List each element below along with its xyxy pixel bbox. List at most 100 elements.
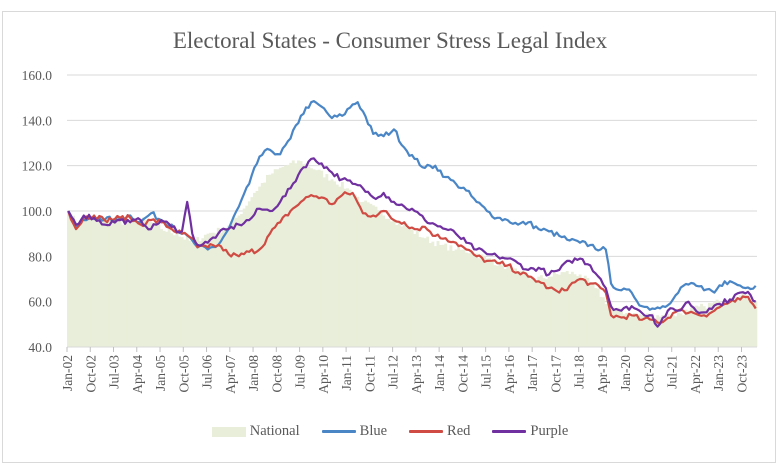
- national-bar: [472, 254, 476, 347]
- national-bar: [643, 315, 647, 347]
- legend-label-red: Red: [447, 423, 471, 439]
- national-bar: [253, 192, 256, 347]
- national-bar: [705, 308, 709, 347]
- national-bar: [157, 224, 161, 347]
- national-bar: [457, 246, 461, 347]
- legend-item-national: National: [211, 423, 300, 440]
- national-bar: [152, 224, 156, 347]
- national-bar: [669, 316, 673, 347]
- x-tick-label: Jan-14: [432, 355, 447, 391]
- national-bar: [356, 196, 360, 347]
- national-bar: [379, 210, 383, 347]
- national-bar: [635, 314, 639, 347]
- national-bar: [147, 220, 150, 347]
- x-tick-label: Jul-09: [293, 355, 308, 389]
- national-bar: [661, 314, 665, 347]
- x-tick-label: Jul-21: [665, 355, 680, 389]
- legend-swatch-national: [211, 426, 246, 437]
- national-bar: [658, 316, 662, 347]
- national-bar: [196, 237, 200, 347]
- national-bar: [268, 174, 272, 347]
- national-bar: [178, 236, 182, 347]
- national-bar: [570, 271, 574, 347]
- national-bar: [131, 219, 135, 347]
- national-bar: [79, 222, 83, 347]
- national-bar: [689, 307, 693, 347]
- national-bar: [250, 197, 254, 347]
- national-bar: [459, 249, 463, 347]
- national-bar: [87, 217, 91, 347]
- national-bar: [371, 205, 375, 347]
- series-line-purple: [67, 157, 757, 328]
- national-bar: [291, 160, 295, 347]
- national-bar: [165, 231, 169, 347]
- series-line-red: [67, 191, 757, 324]
- national-bar: [366, 202, 370, 347]
- x-tick-label: Jul-18: [572, 355, 587, 389]
- national-bar: [744, 294, 747, 347]
- national-bar: [464, 252, 468, 347]
- x-tick-label: Jan-23: [711, 355, 726, 391]
- national-bar: [390, 221, 393, 347]
- national-bar: [214, 233, 218, 347]
- national-bar: [439, 245, 443, 347]
- national-bar: [400, 226, 404, 347]
- legend-item-red: Red: [409, 423, 470, 440]
- national-bar: [374, 206, 378, 347]
- national-bar: [328, 180, 331, 347]
- national-bar: [581, 278, 585, 347]
- national-bar: [511, 273, 515, 347]
- national-bar: [369, 203, 373, 347]
- national-bar: [501, 265, 505, 347]
- national-bar: [666, 313, 670, 347]
- national-bar: [113, 221, 117, 347]
- national-bar: [263, 182, 267, 347]
- national-bar: [614, 308, 618, 347]
- national-bar: [222, 229, 225, 347]
- national-bar: [736, 299, 740, 347]
- x-tick-label: Jul-15: [479, 355, 494, 389]
- national-bar: [193, 239, 197, 347]
- national-bar: [495, 265, 499, 347]
- national-bar: [537, 276, 541, 347]
- national-bar: [185, 236, 189, 347]
- x-tick-label: Apr-19: [595, 355, 610, 394]
- national-bar: [92, 216, 96, 347]
- national-bar: [294, 163, 298, 347]
- national-bar: [550, 276, 554, 347]
- national-bar: [82, 218, 86, 347]
- national-bar: [725, 302, 729, 347]
- national-bar: [85, 218, 88, 347]
- national-bar: [247, 201, 251, 347]
- national-bar: [449, 245, 453, 347]
- x-axis: Jan-02 Oct-02 Jul-03 Apr-04 Jan-05 Oct-05 Jul-…: [60, 346, 757, 394]
- national-bar: [630, 316, 634, 347]
- national-bar: [480, 254, 484, 347]
- national-bar: [77, 222, 81, 347]
- national-bar: [108, 218, 112, 347]
- x-tick-label: Jan-08: [246, 355, 261, 391]
- national-bar: [702, 306, 706, 347]
- x-tick-label: Jan-11: [339, 355, 354, 391]
- x-tick-label: Jan-05: [153, 355, 168, 391]
- chart-title: Electoral States - Consumer Stress Legal…: [172, 28, 608, 53]
- national-bar: [663, 317, 667, 347]
- national-bar: [377, 211, 380, 347]
- y-axis: 40.0 60.0 80.0 100.0 120.0 140.0 160.0: [22, 68, 53, 355]
- national-bar: [149, 222, 153, 347]
- national-bar: [576, 276, 579, 347]
- national-bar: [488, 258, 492, 347]
- national-bar: [258, 186, 262, 347]
- x-tick-label: Oct-17: [548, 355, 563, 393]
- national-bar: [234, 217, 238, 347]
- national-bar: [317, 169, 321, 347]
- national-bar: [506, 266, 510, 347]
- national-bar: [121, 224, 125, 347]
- national-bar: [607, 305, 610, 347]
- national-bar: [514, 268, 517, 347]
- national-bar: [242, 208, 246, 347]
- national-bar: [707, 302, 711, 347]
- x-tick-label: Oct-20: [641, 355, 656, 393]
- national-bar: [126, 222, 130, 347]
